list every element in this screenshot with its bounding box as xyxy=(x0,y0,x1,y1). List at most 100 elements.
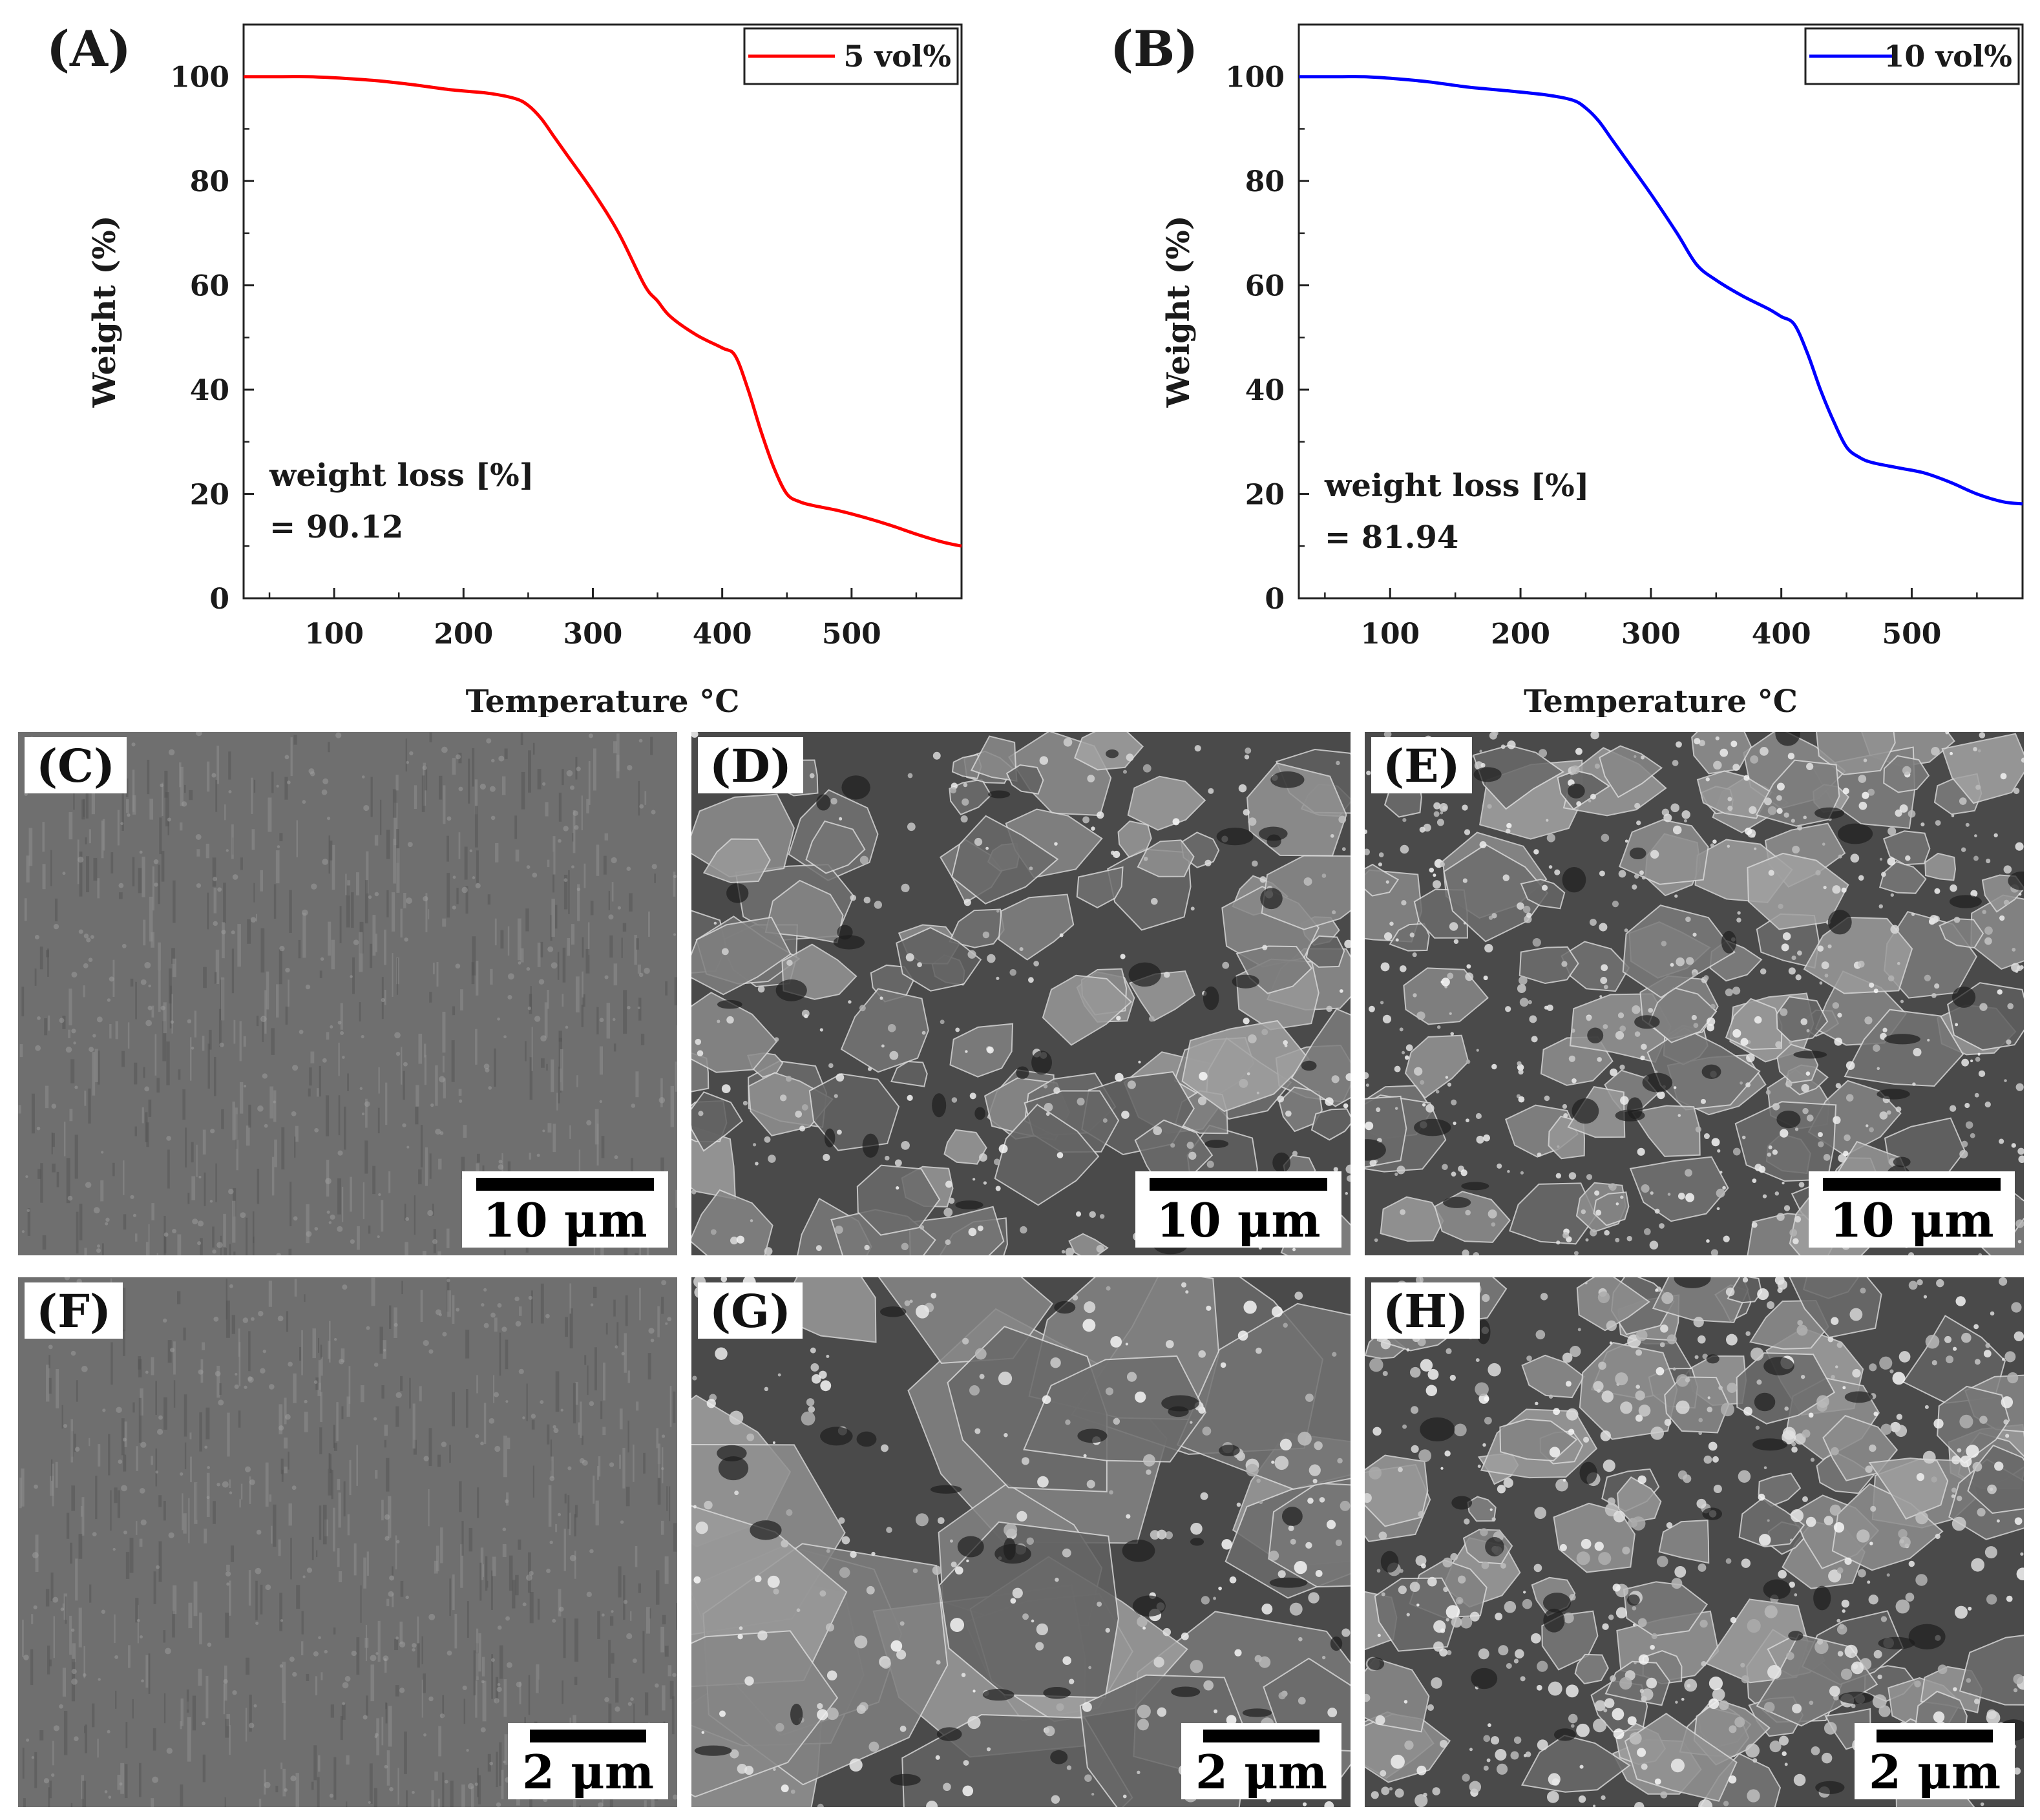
sem-particle xyxy=(1572,1078,1577,1083)
sem-particle xyxy=(1519,998,1529,1007)
sem-speck xyxy=(313,1380,318,1384)
sem-particle xyxy=(985,846,989,850)
sem-streak xyxy=(495,842,499,863)
sem-streak xyxy=(370,943,373,968)
sem-speck xyxy=(292,1671,297,1677)
sem-pore xyxy=(1813,1585,1831,1611)
sem-particle xyxy=(1517,1061,1522,1066)
sem-particle xyxy=(1365,1693,1371,1702)
sem-speck xyxy=(566,769,573,777)
sem-particle xyxy=(887,1024,896,1032)
sem-streak xyxy=(247,919,251,944)
scale-bar: 10 μm xyxy=(462,1171,668,1248)
sem-speck xyxy=(260,1016,267,1023)
sem-particle xyxy=(1483,1134,1490,1142)
sem-pore xyxy=(1414,1118,1451,1136)
sem-streak xyxy=(225,1719,229,1738)
sem-speck xyxy=(632,1658,637,1664)
sem-speck xyxy=(344,1676,351,1682)
sem-speck xyxy=(168,1532,174,1538)
sem-streak xyxy=(436,1545,439,1572)
sem-particle xyxy=(907,1094,913,1101)
sem-particle xyxy=(1475,1113,1482,1120)
sem-particle xyxy=(1895,1106,1902,1113)
sem-streak xyxy=(114,1487,118,1503)
sem-particle xyxy=(894,1159,902,1167)
sem-particle xyxy=(1762,1194,1767,1198)
sem-streak xyxy=(633,1444,635,1482)
sem-speck xyxy=(558,839,562,843)
sem-pore xyxy=(1893,1156,1911,1167)
panel-label: (B) xyxy=(1110,20,1198,78)
sem-speck xyxy=(213,1316,219,1322)
sem-streak xyxy=(109,1023,112,1039)
sem-streak xyxy=(575,976,580,1013)
sem-streak xyxy=(661,1297,664,1314)
sem-particle xyxy=(1586,1174,1593,1180)
sem-streak xyxy=(21,987,25,1017)
sem-particle xyxy=(901,1141,910,1150)
sem-speck xyxy=(130,1195,134,1199)
sem-particle xyxy=(1488,915,1493,920)
sem-particle xyxy=(1491,1222,1496,1227)
sem-particle xyxy=(1850,853,1860,863)
sem-streak xyxy=(319,1505,322,1540)
sem-streak xyxy=(320,1344,322,1359)
sem-streak xyxy=(299,1346,302,1361)
sem-particle xyxy=(881,1044,885,1048)
sem-speck xyxy=(648,1328,655,1334)
sem-streak xyxy=(577,884,580,921)
sem-particle xyxy=(1676,1374,1689,1387)
sem-pore xyxy=(1216,828,1254,846)
sem-speck xyxy=(292,1065,299,1071)
sem-streak xyxy=(123,1329,125,1356)
sem-pore xyxy=(1461,1182,1489,1191)
y-axis-label: Weight (%) xyxy=(87,215,123,408)
sem-particle xyxy=(1705,777,1710,782)
sem-speck xyxy=(430,1103,434,1107)
sem-streak xyxy=(635,1253,638,1255)
sem-particle xyxy=(950,1618,965,1632)
sem-particle xyxy=(2015,1083,2024,1091)
sem-speck xyxy=(108,1795,112,1799)
sem-plate xyxy=(805,820,866,874)
sem-streak xyxy=(343,1481,346,1517)
sem-streak xyxy=(121,1418,125,1456)
sem-streak xyxy=(246,1217,248,1255)
sem-particle xyxy=(1584,1281,1588,1284)
sem-streak xyxy=(528,1675,531,1715)
sem-particle xyxy=(1758,1534,1771,1546)
sem-streak xyxy=(191,1142,194,1163)
sem-particle xyxy=(1449,922,1458,931)
sem-particle xyxy=(1707,1396,1710,1399)
sem-streak xyxy=(212,1226,215,1248)
y-tick-label: 80 xyxy=(190,165,229,198)
sem-speck xyxy=(166,1748,173,1754)
sem-particle xyxy=(926,1801,938,1807)
sem-speck xyxy=(23,1655,29,1660)
sem-streak xyxy=(163,1002,167,1034)
sem-streak xyxy=(404,1204,406,1221)
sem-streak xyxy=(118,892,123,899)
sem-particle xyxy=(1782,1751,1787,1757)
sem-particle xyxy=(1719,1700,1729,1711)
sem-speck xyxy=(364,1101,370,1107)
sem-streak xyxy=(101,821,104,859)
sem-particle xyxy=(1783,812,1789,818)
sem-particle xyxy=(1106,1286,1111,1291)
sem-particle xyxy=(1091,1792,1095,1796)
sem-particle xyxy=(1699,740,1705,747)
sem-particle xyxy=(1451,1171,1456,1177)
sem-particle xyxy=(1404,1700,1408,1704)
sem-streak xyxy=(384,990,386,1005)
sem-particle xyxy=(1732,987,1741,995)
sem-speck xyxy=(74,1447,80,1452)
sem-particle xyxy=(1500,1563,1506,1569)
sem-particle xyxy=(1345,1191,1349,1195)
sem-particle xyxy=(973,1689,976,1693)
sem-particle xyxy=(1775,1041,1782,1049)
sem-particle xyxy=(1290,1538,1296,1545)
sem-speck xyxy=(78,929,83,934)
sem-particle xyxy=(1670,803,1680,813)
